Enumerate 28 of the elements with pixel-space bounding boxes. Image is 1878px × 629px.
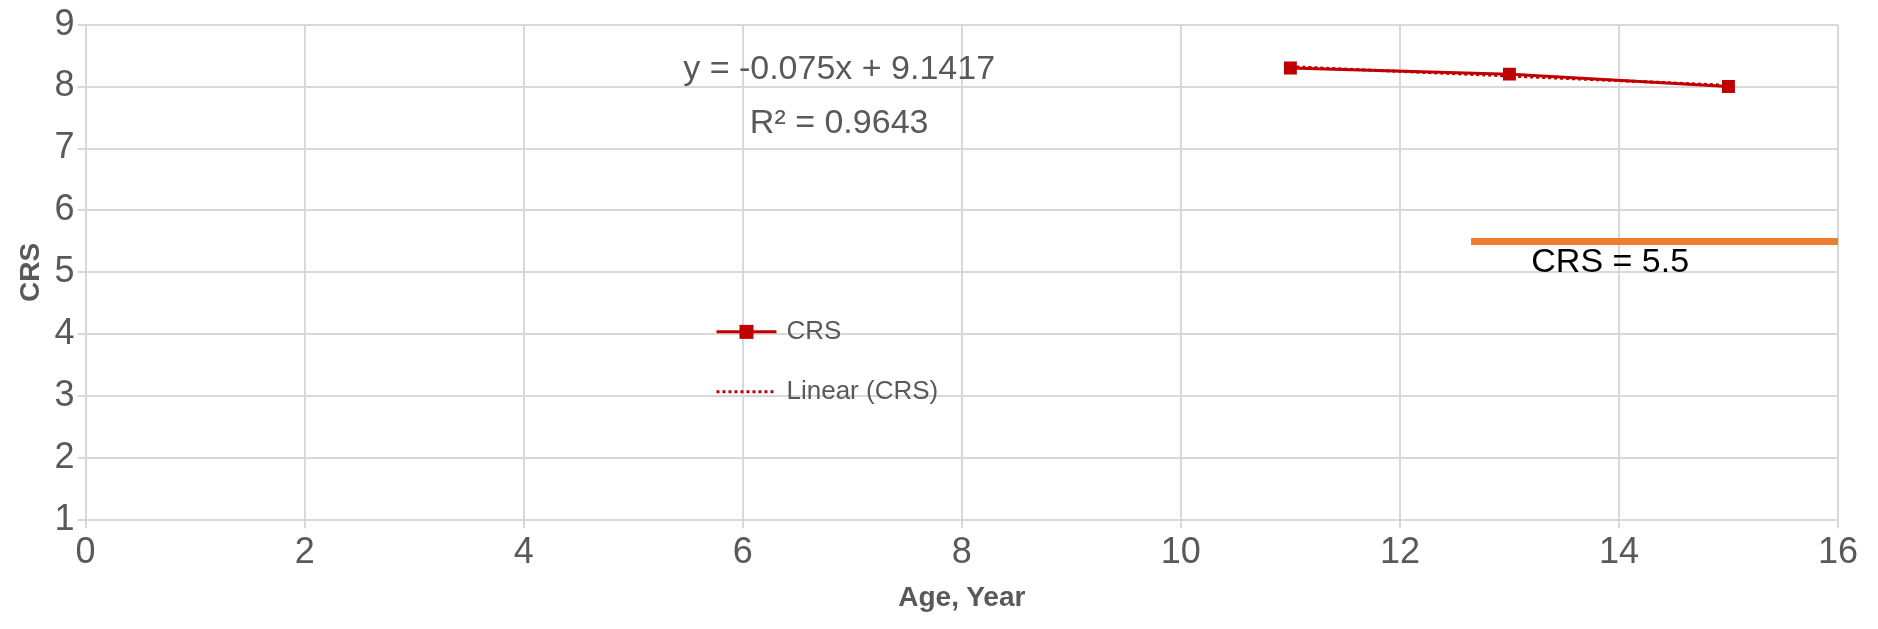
y-tick-label: 7 [54,125,75,167]
y-tick-label: 3 [54,373,75,415]
x-tick-label: 10 [1160,529,1201,571]
x-tick-label: 8 [951,529,972,571]
x-tick-label: 6 [732,529,753,571]
x-axis-title: Age, Year [898,580,1026,612]
x-tick-label: 4 [513,529,534,571]
point [1283,61,1297,75]
point [1722,80,1735,93]
x-tick-label: 16 [1817,529,1859,571]
x-tick-label: 0 [75,529,96,571]
y-tick-label: 6 [54,187,75,229]
legend-label: CRS [786,315,842,346]
y-tick-label: 9 [54,1,75,43]
y-axis-title: CRS [13,242,45,302]
annotation: R² = 0.9643 [749,102,929,141]
point [1502,67,1516,81]
x-tick-label: 14 [1598,529,1639,571]
y-tick-label: 4 [54,311,75,353]
annotation: CRS = 5.5 [1531,240,1690,279]
y-tick-label: 8 [54,63,75,105]
y-tick-label: 2 [54,435,75,477]
y-tick-label: 1 [54,497,75,539]
y-tick-label: 5 [54,249,75,291]
x-tick-label: 2 [294,529,315,571]
annotation: y = -0.075x + 9.1417 [683,47,996,86]
legend-label: Linear (CRS) [786,375,939,406]
x-tick-label: 12 [1379,529,1420,571]
